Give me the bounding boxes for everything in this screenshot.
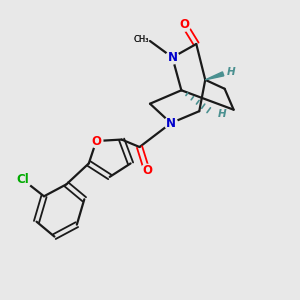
Circle shape xyxy=(90,134,103,148)
Text: Cl: Cl xyxy=(17,173,29,186)
Text: CH₃: CH₃ xyxy=(133,35,148,44)
Text: N: N xyxy=(166,117,176,130)
Polygon shape xyxy=(205,72,224,80)
Text: O: O xyxy=(179,18,189,31)
Circle shape xyxy=(15,172,32,188)
Circle shape xyxy=(164,117,178,130)
Circle shape xyxy=(166,51,179,64)
Text: CH₃: CH₃ xyxy=(133,35,148,44)
Circle shape xyxy=(132,32,147,47)
Text: N: N xyxy=(167,51,177,64)
Text: O: O xyxy=(142,164,152,177)
Circle shape xyxy=(178,18,191,31)
Circle shape xyxy=(140,164,154,178)
Text: O: O xyxy=(91,134,101,148)
Text: H: H xyxy=(227,68,236,77)
Text: H: H xyxy=(218,109,226,119)
